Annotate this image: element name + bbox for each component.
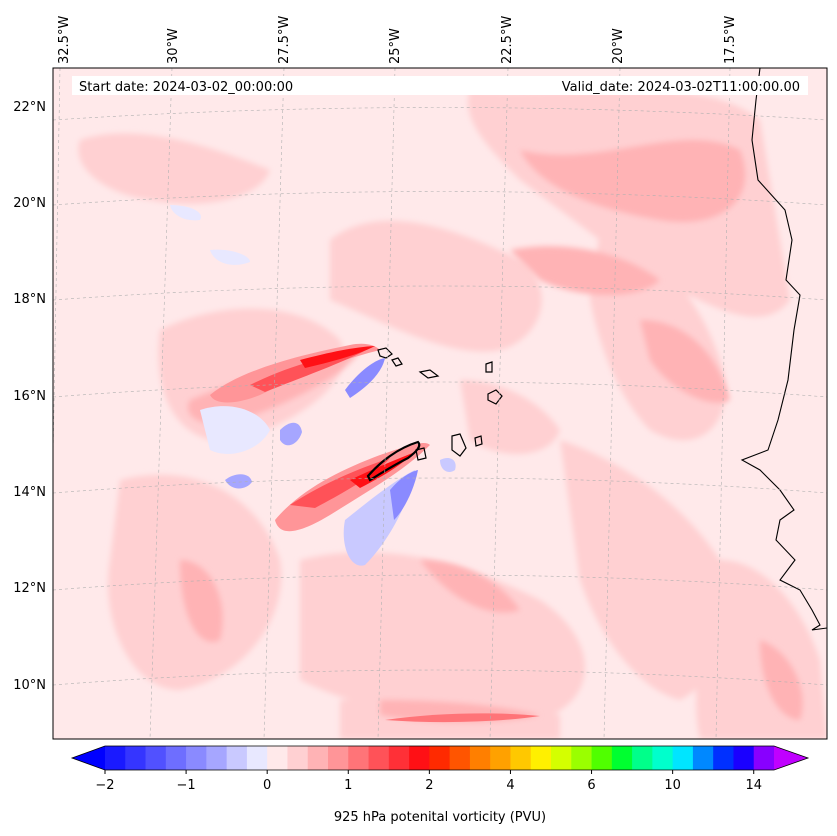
colorbar-block bbox=[551, 746, 572, 770]
colorbar-block bbox=[226, 746, 248, 770]
colorbar-tick-label: 2 bbox=[425, 778, 433, 793]
island-santiago bbox=[451, 433, 467, 457]
lat-label: 14°N bbox=[13, 485, 46, 500]
colorbar-block bbox=[733, 746, 755, 770]
colorbar-tick-label: −2 bbox=[95, 778, 114, 793]
map-frame bbox=[52, 67, 828, 740]
colorbar-block bbox=[692, 746, 714, 770]
colorbar-block bbox=[186, 746, 207, 770]
island-fogo bbox=[415, 447, 427, 461]
colorbar-block bbox=[591, 746, 613, 770]
colorbar-label: 925 hPa potenital vorticity (PVU) bbox=[334, 810, 546, 825]
lon-label: 32.5°W bbox=[57, 16, 72, 64]
map-panel: Start date: 2024-03-02_00:00:00 Valid_da… bbox=[53, 68, 827, 739]
island-maio bbox=[474, 435, 483, 447]
colorbar-block bbox=[368, 746, 390, 770]
colorbar-block bbox=[206, 746, 228, 770]
colorbar-block bbox=[571, 746, 592, 770]
colorbar-tick-label: 6 bbox=[587, 778, 595, 793]
colorbar-block bbox=[388, 746, 410, 770]
colorbar-blocks bbox=[105, 746, 775, 770]
colorbar-tick-label: 0 bbox=[263, 778, 271, 793]
lat-label: 12°N bbox=[13, 581, 46, 596]
pv-field-strong bbox=[210, 343, 540, 723]
longitude-labels: 32.5°W 30°W 27.5°W 25°W 22.5°W 20°W 17.5… bbox=[57, 16, 738, 64]
colorbar: −2 −1 0 1 2 4 6 10 14 925 hPa potenital vorticit… bbox=[70, 745, 810, 825]
colorbar-block bbox=[307, 746, 329, 770]
colorbar-block bbox=[510, 746, 532, 770]
lon-label: 27.5°W bbox=[277, 16, 292, 64]
lon-label: 17.5°W bbox=[723, 16, 738, 64]
colorbar-block bbox=[287, 746, 309, 770]
colorbar-block bbox=[632, 746, 653, 770]
colorbar-over-arrow bbox=[774, 746, 808, 770]
colorbar-block bbox=[125, 746, 146, 770]
graticule bbox=[53, 68, 827, 739]
colorbar-block bbox=[165, 746, 187, 770]
latitude-labels: 22°N 20°N 18°N 16°N 14°N 12°N 10°N bbox=[13, 100, 46, 693]
colorbar-tick-label: −1 bbox=[177, 778, 196, 793]
start-date-label: Start date: 2024-03-02_00:00:00 bbox=[79, 80, 293, 95]
colorbar-block bbox=[246, 746, 268, 770]
islands bbox=[366, 347, 503, 482]
colorbar-under-arrow bbox=[72, 746, 105, 770]
island-brava bbox=[366, 440, 421, 482]
colorbar-block bbox=[611, 746, 633, 770]
colorbar-tick-label: 14 bbox=[745, 778, 762, 793]
colorbar-ticks: −2 −1 0 1 2 4 6 10 14 bbox=[95, 770, 762, 793]
colorbar-tick-label: 1 bbox=[344, 778, 352, 793]
colorbar-tick-label: 10 bbox=[664, 778, 681, 793]
lat-label: 18°N bbox=[13, 292, 46, 307]
colorbar-block bbox=[328, 746, 349, 770]
pv-field-negative bbox=[170, 205, 456, 566]
colorbar-block bbox=[753, 746, 775, 770]
lat-label: 20°N bbox=[13, 196, 46, 211]
lon-label: 30°W bbox=[166, 28, 181, 64]
lat-label: 10°N bbox=[13, 678, 46, 693]
colorbar-block bbox=[530, 746, 552, 770]
colorbar-block bbox=[713, 746, 734, 770]
lon-label: 25°W bbox=[388, 28, 403, 64]
colorbar-block bbox=[469, 746, 491, 770]
colorbar-block bbox=[449, 746, 471, 770]
colorbar-block bbox=[409, 746, 430, 770]
coastline bbox=[740, 68, 827, 631]
island-santo-antao bbox=[377, 347, 393, 359]
lat-label: 16°N bbox=[13, 389, 46, 404]
lon-label: 22.5°W bbox=[500, 16, 515, 64]
lon-label: 20°W bbox=[611, 28, 626, 64]
colorbar-block bbox=[105, 746, 126, 770]
colorbar-block bbox=[490, 746, 511, 770]
colorbar-block bbox=[348, 746, 369, 770]
colorbar-block bbox=[652, 746, 674, 770]
island-sao-nicolau bbox=[418, 369, 440, 379]
info-banner bbox=[72, 76, 808, 95]
colorbar-block bbox=[145, 746, 167, 770]
colorbar-block bbox=[267, 746, 288, 770]
valid-date-label: Valid_date: 2024-03-02T11:00:00.00 bbox=[562, 80, 800, 95]
colorbar-tick-label: 4 bbox=[506, 778, 514, 793]
colorbar-block bbox=[429, 746, 451, 770]
lat-label: 22°N bbox=[13, 100, 46, 115]
colorbar-block bbox=[672, 746, 694, 770]
island-sal bbox=[485, 361, 493, 373]
island-sao-vicente bbox=[391, 357, 403, 367]
